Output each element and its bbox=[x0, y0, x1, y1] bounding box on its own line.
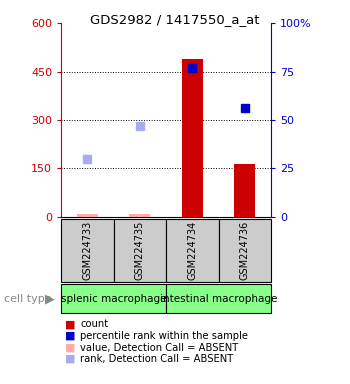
Text: GSM224734: GSM224734 bbox=[188, 221, 197, 280]
Bar bbox=[182, 59, 203, 217]
Text: ■: ■ bbox=[65, 319, 75, 329]
Bar bbox=[234, 164, 255, 217]
Text: value, Detection Call = ABSENT: value, Detection Call = ABSENT bbox=[80, 343, 239, 353]
Text: ▶: ▶ bbox=[45, 292, 54, 305]
Text: ■: ■ bbox=[65, 331, 75, 341]
Bar bbox=[114, 219, 166, 282]
Bar bbox=[219, 219, 271, 282]
Text: rank, Detection Call = ABSENT: rank, Detection Call = ABSENT bbox=[80, 354, 234, 364]
Text: GSM224733: GSM224733 bbox=[83, 221, 92, 280]
Bar bbox=[166, 284, 271, 313]
Bar bbox=[61, 284, 166, 313]
Text: percentile rank within the sample: percentile rank within the sample bbox=[80, 331, 248, 341]
Text: GDS2982 / 1417550_a_at: GDS2982 / 1417550_a_at bbox=[90, 13, 260, 26]
Bar bbox=[61, 219, 114, 282]
Text: cell type: cell type bbox=[4, 293, 51, 304]
Text: splenic macrophage: splenic macrophage bbox=[61, 293, 167, 304]
Text: count: count bbox=[80, 319, 108, 329]
Bar bbox=[166, 219, 219, 282]
Text: GSM224735: GSM224735 bbox=[135, 221, 145, 280]
Text: GSM224736: GSM224736 bbox=[240, 221, 250, 280]
Bar bbox=[77, 214, 98, 217]
Text: ■: ■ bbox=[65, 343, 75, 353]
Text: ■: ■ bbox=[65, 354, 75, 364]
Bar bbox=[130, 214, 150, 217]
Text: intestinal macrophage: intestinal macrophage bbox=[160, 293, 278, 304]
